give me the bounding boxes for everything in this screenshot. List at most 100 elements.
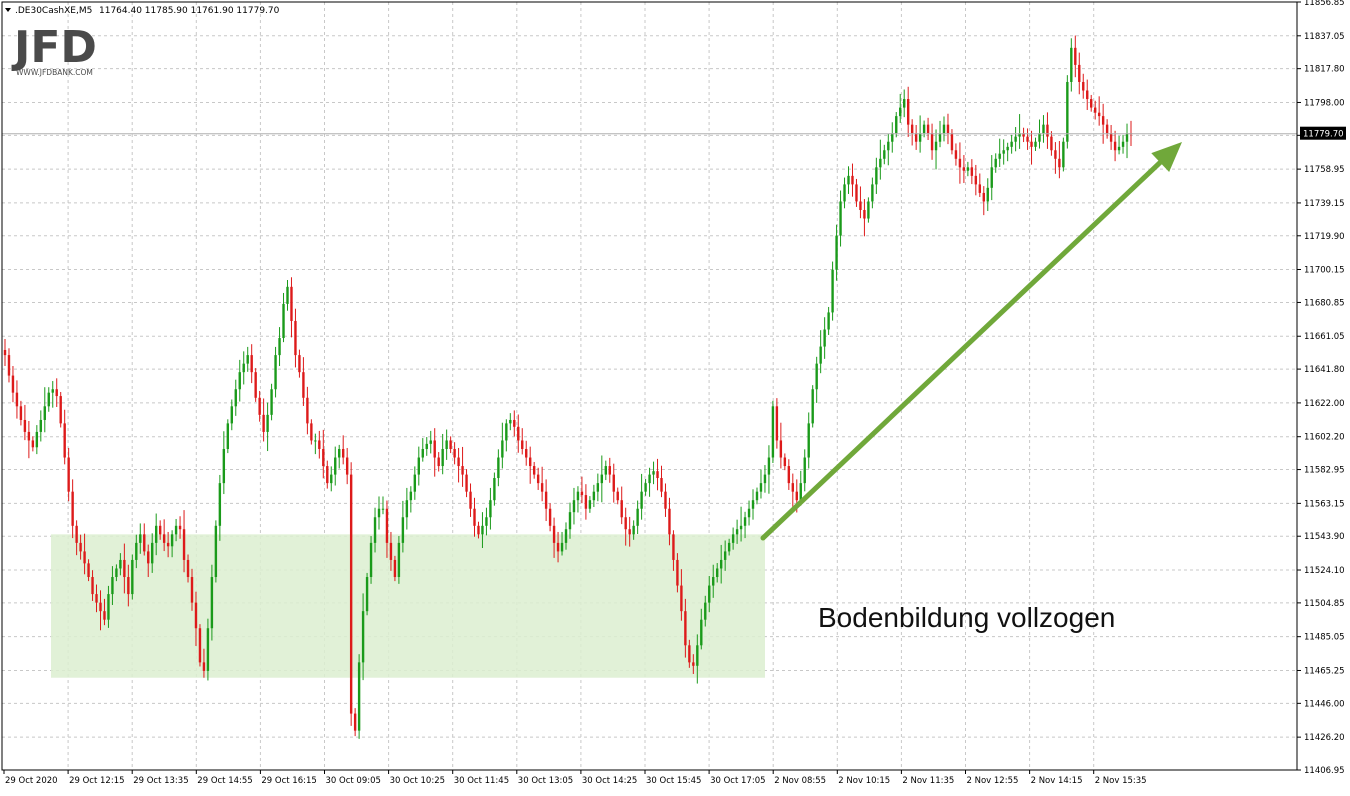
candle-body [815,363,818,390]
candle-body [210,577,214,629]
x-tick-label: 29 Oct 12:15 [69,776,124,786]
candle-body [1030,141,1033,147]
candle-body [1105,124,1109,134]
candle-body [747,508,751,518]
overlays [2,133,1297,541]
candle-body [556,542,560,552]
symbol-label: .DE30CashXE,M5 [15,6,92,16]
candle-body [59,396,62,424]
candle-body [1097,112,1101,117]
chart-header: .DE30CashXE,M5 11764.40 11785.90 11761.9… [5,6,280,16]
y-tick-label: 11426.20 [1304,733,1345,743]
candle-body [123,559,126,578]
candle-body [540,483,544,492]
candle-body [63,423,66,458]
candle-body [3,349,7,356]
candle-body [1109,133,1113,142]
candle-body [552,525,556,543]
candle-body [859,201,862,211]
candle-body [1046,124,1049,137]
candle-body [338,448,341,458]
candle-body [186,559,190,578]
candle-body [226,423,230,449]
candle-body [708,585,711,603]
candle-body [544,491,548,509]
candle-body [640,491,643,509]
candle-body [1034,141,1037,147]
candle-body [536,474,540,484]
candle-body [151,542,154,564]
candle-body [218,483,222,526]
y-tick-label: 11602.20 [1304,433,1345,443]
candle-body [501,440,504,458]
candle-body [493,478,496,501]
candle-body [178,525,182,530]
candle-body [795,491,798,501]
candle-body [839,201,842,236]
candle-body [270,389,273,415]
candle-body [413,474,417,492]
current-price: 11779.70 [1303,130,1344,140]
x-tick-label: 29 Oct 13:35 [133,776,188,786]
candle-body [91,577,94,595]
candle-body [668,508,671,535]
dropdown-triangle-icon[interactable] [5,8,11,12]
x-tick-label: 30 Oct 09:05 [326,776,381,786]
candle-body [67,457,70,492]
candle-body [473,508,476,526]
candle-body [302,372,305,398]
candle-body [867,201,870,219]
candle-body [596,483,600,492]
candle-body [258,397,261,415]
candle-body [1090,99,1093,108]
candle-body [405,500,409,518]
candle-body [775,406,779,441]
candle-body [15,392,19,407]
y-tick-label: 11856.85 [1304,0,1345,8]
candle-body [1086,90,1089,100]
candle-body [704,602,707,620]
y-tick-label: 11700.15 [1304,265,1345,275]
candle-body [401,517,405,543]
candle-body [158,525,162,535]
candle-body [1058,158,1061,168]
candle-body [934,141,938,151]
candle-body [696,645,699,666]
candle-body [588,500,592,509]
candle-body [779,440,783,458]
candle-body [529,457,532,467]
candle-body [1010,141,1013,147]
candle-body [950,133,954,151]
candle-body [1117,146,1121,151]
candle-body [1002,150,1005,154]
candle-body [290,286,293,321]
candle-body [182,529,186,560]
candle-body [604,466,607,475]
x-tick-label: 2 Nov 10:15 [838,776,890,786]
candle-body [676,559,679,586]
candle-body [568,512,572,530]
candle-body [1062,141,1065,168]
candle-body [497,457,500,479]
candle-body [143,534,146,552]
candle-body [461,466,464,475]
y-tick-label: 11582.95 [1304,466,1345,476]
candle-body [1006,146,1009,151]
candle-body [672,534,675,560]
candle-body [381,508,385,510]
candle-body [318,440,321,449]
candle-body [174,525,178,535]
y-tick-label: 11641.80 [1304,365,1345,375]
candle-body [274,355,277,390]
candle-body [799,483,802,501]
candle-body [397,542,401,578]
candle-body [377,508,381,518]
x-tick-label: 29 Oct 14:55 [197,776,252,786]
candle-body [843,184,846,202]
candle-body [564,529,568,543]
candle-body [71,491,74,526]
candle-body [7,355,11,376]
candle-body [242,363,245,373]
y-tick-label: 11798.00 [1304,98,1345,108]
